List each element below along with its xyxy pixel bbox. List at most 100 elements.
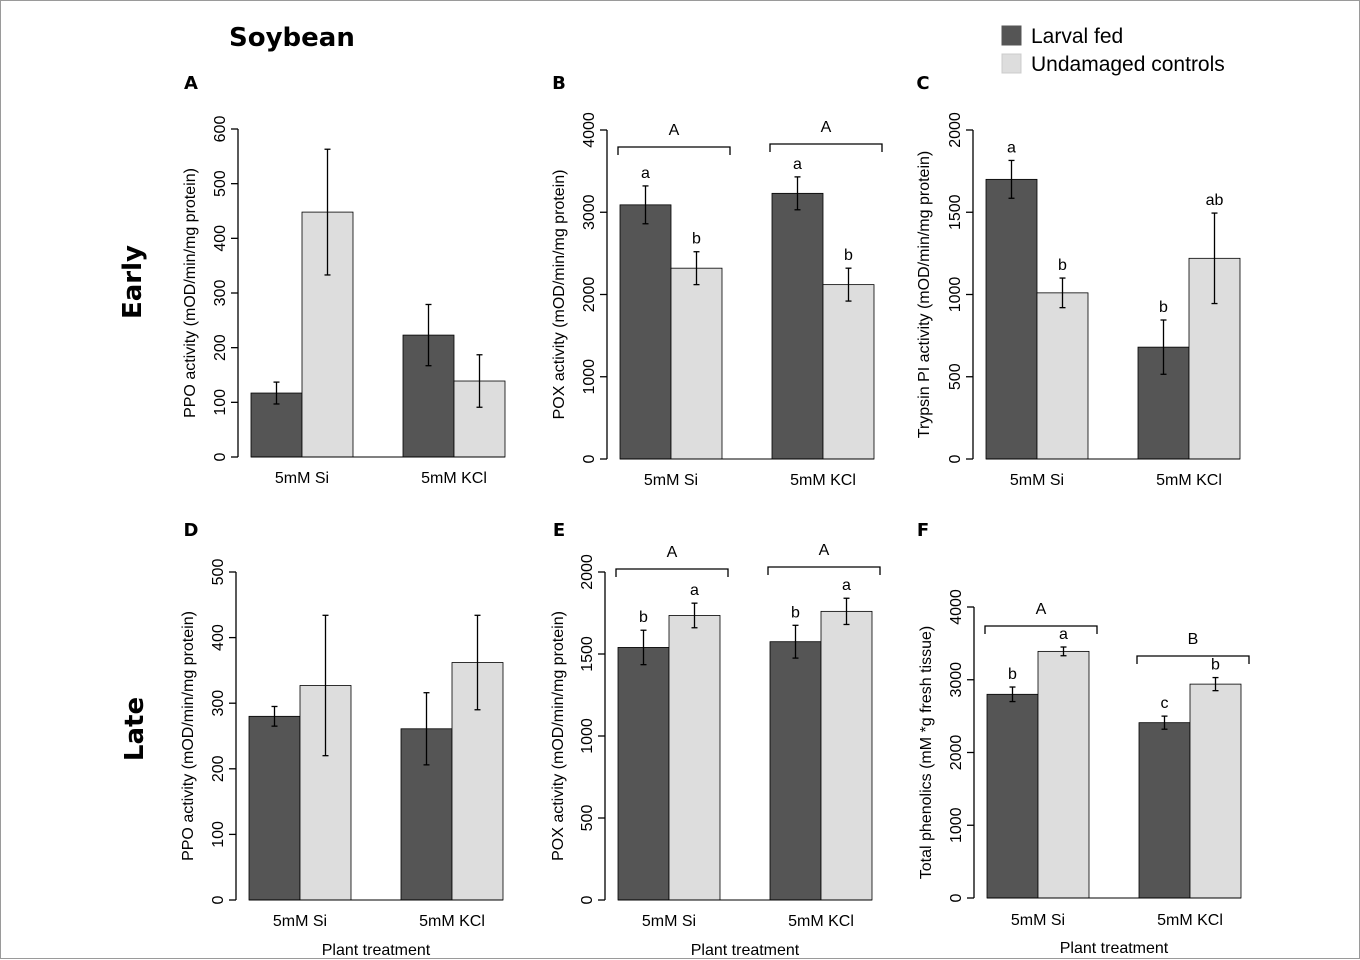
- y-tick-label: 1000: [947, 277, 964, 313]
- bar-larval-fed-5mm-si: [617, 647, 670, 901]
- group-bracket: [767, 566, 881, 575]
- significance-letter: a: [842, 577, 851, 594]
- y-tick-label: 2000: [581, 277, 598, 313]
- row-label-late: Late: [120, 697, 150, 761]
- y-tick-label: 400: [212, 225, 229, 252]
- panel-label: E: [553, 520, 565, 541]
- y-tick-label: 500: [210, 559, 227, 586]
- figure-title: Soybean: [229, 23, 355, 53]
- bar-undamaged-controls-5mm-si: [668, 615, 721, 901]
- y-tick-label: 400: [210, 624, 227, 651]
- y-tick-label: 100: [212, 389, 229, 416]
- significance-letter: a: [641, 165, 650, 182]
- significance-letter: b: [844, 247, 853, 264]
- y-tick-label: 4000: [948, 589, 965, 625]
- y-axis-label: Total phenolics (mM *g fresh tissue): [918, 626, 935, 879]
- significance-letter: b: [692, 231, 701, 248]
- x-tick-label-5mm-si: 5mM Si: [275, 470, 329, 487]
- bar-larval-fed-5mm-si: [985, 178, 1038, 460]
- bar-larval-fed-5mm-si: [619, 204, 672, 460]
- x-tick-label-5mm-kcl: 5mM KCl: [1157, 912, 1223, 929]
- y-tick-label: 300: [210, 690, 227, 717]
- legend-label-larval-fed: Larval fed: [1031, 25, 1123, 48]
- panel-label: C: [916, 73, 929, 94]
- group-bracket: [617, 146, 731, 155]
- y-tick-label: 1500: [947, 194, 964, 230]
- bar-undamaged-controls-5mm-si: [1036, 292, 1089, 460]
- x-tick-label-5mm-si: 5mM Si: [273, 913, 327, 930]
- group-bracket-label: A: [667, 544, 678, 561]
- panel-label: A: [184, 73, 198, 94]
- y-tick-label: 0: [947, 454, 964, 463]
- y-tick-label: 2000: [948, 735, 965, 771]
- x-tick-label-5mm-si: 5mM Si: [644, 472, 698, 489]
- x-axis-label: Plant treatment: [322, 942, 431, 959]
- x-tick-label-5mm-kcl: 5mM KCl: [1156, 472, 1222, 489]
- significance-letter: a: [1059, 626, 1068, 643]
- y-tick-label: 1000: [579, 718, 596, 754]
- x-tick-label-5mm-kcl: 5mM KCl: [421, 470, 487, 487]
- row-label-early: Early: [118, 245, 148, 319]
- x-axis-label: Plant treatment: [691, 942, 800, 959]
- panel-d: D 0 100 200 300 400 500 PPO activity (mOD/min/m…: [180, 520, 504, 959]
- group-bracket: [984, 625, 1098, 634]
- significance-letter: b: [791, 604, 800, 621]
- y-tick-label: 200: [210, 755, 227, 782]
- significance-letter: b: [639, 609, 648, 626]
- y-axis-label: PPO activity (mOD/min/mg protein): [182, 168, 199, 418]
- x-tick-label-5mm-si: 5mM Si: [1010, 472, 1064, 489]
- y-tick-label: 4000: [581, 112, 598, 148]
- bar-larval-fed-5mm-kcl: [1138, 722, 1191, 899]
- panel-e: E 0 500 1000 1500 2000 POX activity (mOD/min/m…: [550, 520, 881, 959]
- y-tick-label: 1000: [581, 359, 598, 395]
- y-tick-label: 0: [212, 452, 229, 461]
- y-axis-label: PPO activity (mOD/min/mg protein): [180, 611, 197, 861]
- bar-undamaged-controls-5mm-kcl: [822, 284, 875, 460]
- bar-undamaged-controls-5mm-kcl: [820, 610, 873, 901]
- panel-label: D: [184, 520, 199, 541]
- panel-c: C 0 500 1000 1500 2000 Trypsin PI activity (mO…: [916, 73, 1241, 489]
- legend-swatch-undamaged-controls: [1001, 53, 1022, 74]
- y-tick-label: 3000: [581, 194, 598, 230]
- panel-b: B 0 1000 2000 3000 4000 POX activity (mOD/min/…: [551, 73, 883, 489]
- panel-f: F 0 1000 2000 3000 4000 Total phenolics (mM *g…: [917, 520, 1250, 957]
- group-bracket-label: A: [1036, 601, 1047, 618]
- x-axis-label: Plant treatment: [1060, 940, 1169, 957]
- y-axis-label: POX activity (mOD/min/mg protein): [551, 170, 568, 420]
- panel-label: F: [917, 520, 929, 541]
- y-tick-label: 500: [947, 363, 964, 390]
- group-bracket-label: A: [821, 119, 832, 136]
- significance-letter: ab: [1206, 192, 1224, 209]
- y-tick-label: 2000: [579, 554, 596, 590]
- y-tick-label: 300: [212, 280, 229, 307]
- y-tick-label: 1500: [579, 636, 596, 672]
- group-bracket: [769, 143, 883, 152]
- y-tick-label: 3000: [948, 662, 965, 698]
- y-tick-label: 0: [581, 454, 598, 463]
- y-tick-label: 100: [210, 821, 227, 848]
- group-bracket-label: B: [1188, 631, 1199, 648]
- bar-undamaged-controls-5mm-kcl: [1189, 683, 1242, 899]
- significance-letter: a: [793, 156, 802, 173]
- chart-panels: A 0 100 200 300 400 500 600 PPO activity (mOD/mi…: [180, 73, 1250, 959]
- group-bracket-label: A: [669, 122, 680, 139]
- significance-letter: b: [1211, 657, 1220, 674]
- x-tick-label-5mm-kcl: 5mM KCl: [790, 472, 856, 489]
- significance-letter: b: [1058, 257, 1067, 274]
- legend-label-undamaged-controls: Undamaged controls: [1031, 53, 1225, 76]
- y-axis-label: POX activity (mOD/min/mg protein): [550, 611, 567, 861]
- bar-undamaged-controls-5mm-si: [1037, 650, 1090, 899]
- bar-larval-fed-5mm-si: [248, 715, 301, 901]
- y-tick-label: 0: [579, 895, 596, 904]
- y-tick-label: 500: [579, 805, 596, 832]
- y-tick-label: 1000: [948, 807, 965, 843]
- bar-undamaged-controls-5mm-si: [670, 267, 723, 460]
- y-tick-label: 0: [948, 893, 965, 902]
- y-tick-label: 2000: [947, 112, 964, 148]
- group-bracket-label: A: [819, 542, 830, 559]
- legend: Larval fed Undamaged controls: [1001, 25, 1225, 76]
- x-tick-label-5mm-kcl: 5mM KCl: [788, 913, 854, 930]
- significance-letter: a: [690, 582, 699, 599]
